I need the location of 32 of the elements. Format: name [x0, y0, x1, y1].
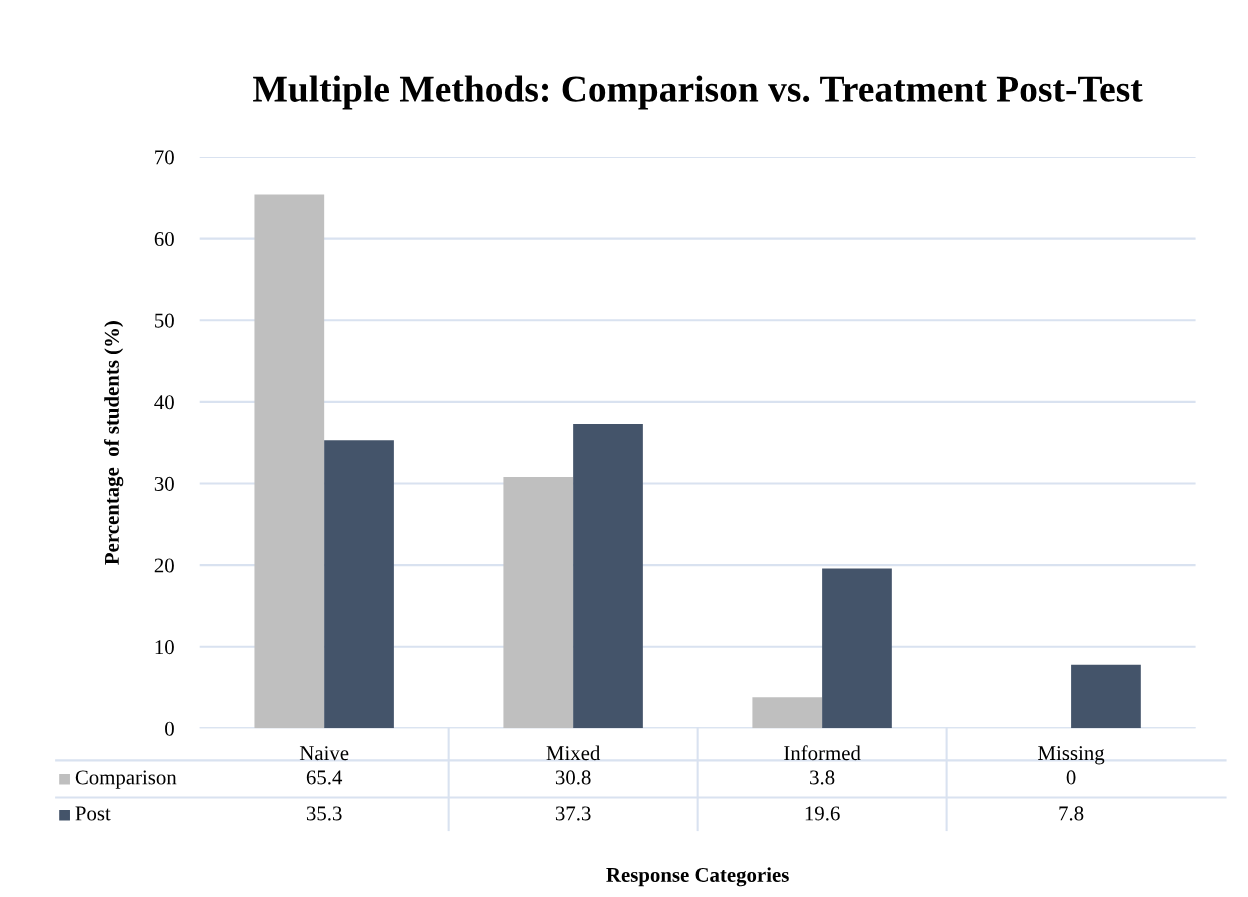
y-tick-label: 0 — [165, 721, 174, 736]
y-tick-label: 70 — [155, 150, 174, 165]
bar — [1071, 664, 1141, 729]
data-label: 37.3 — [555, 806, 591, 821]
data-label: 3.8 — [810, 770, 835, 785]
y-tick-label: 30 — [154, 476, 174, 491]
y-tick-label: 60 — [154, 231, 174, 247]
y-tick-label: 20 — [154, 558, 174, 573]
bar — [503, 476, 574, 729]
x-tick-label: Missing — [1038, 746, 1105, 765]
legend-label: Post — [75, 806, 111, 821]
x-tick-label: Naive — [299, 746, 349, 761]
bar — [324, 440, 394, 729]
bar — [254, 194, 325, 729]
data-label: 19.6 — [805, 806, 840, 821]
y-tick-label: 50 — [155, 313, 174, 328]
data-label: 65.4 — [306, 770, 343, 785]
y-tick-label: 10 — [155, 640, 174, 655]
bar — [822, 568, 892, 729]
data-label: 30.8 — [555, 770, 591, 785]
data-label: 35.3 — [306, 806, 342, 821]
legend-label: Comparison — [75, 770, 177, 789]
bar — [752, 697, 823, 729]
data-label: 0 — [1066, 770, 1076, 785]
x-axis-title: Response Categories — [606, 867, 789, 887]
x-tick-label: Mixed — [546, 745, 601, 761]
x-tick-label: Informed — [784, 745, 861, 761]
chart-title: Multiple Methods: Comparison vs. Treatment Post-Test — [253, 75, 1143, 110]
data-label: 7.8 — [1059, 806, 1084, 821]
y-tick-label: 40 — [154, 395, 174, 410]
y-axis-title: Percentage of students (%) — [104, 321, 124, 565]
bar — [573, 423, 643, 729]
